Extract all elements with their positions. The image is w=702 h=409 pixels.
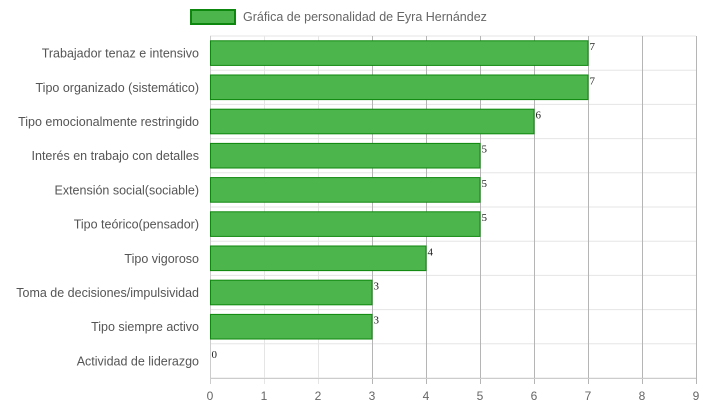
data-label: 6 (536, 110, 542, 122)
category-label: Trabajador tenaz e intensivo (42, 47, 199, 61)
value-labels: 7 7 6 5 5 5 4 3 3 0 (212, 41, 596, 361)
bar[interactable] (210, 40, 589, 66)
data-label: 7 (590, 75, 596, 87)
data-label: 4 (428, 246, 434, 258)
x-tick-label: 8 (639, 389, 646, 403)
category-label: Tipo vigoroso (124, 252, 199, 266)
legend[interactable]: Gráfica de personalidad de Eyra Hernánde… (190, 9, 487, 25)
x-tick-label: 0 (207, 389, 214, 403)
bar[interactable] (210, 74, 589, 101)
x-tick-label: 9 (693, 389, 700, 403)
bar[interactable] (210, 142, 481, 169)
data-label: 5 (482, 212, 488, 224)
bar[interactable] (210, 211, 481, 237)
category-labels: Trabajador tenaz e intensivo Tipo organiz… (16, 47, 199, 369)
category-label: Tipo organizado (sistemático) (36, 81, 200, 95)
x-tick-label: 2 (315, 389, 322, 403)
category-label: Tipo siempre activo (91, 320, 199, 334)
bar[interactable] (210, 177, 481, 203)
data-label: 3 (374, 281, 380, 293)
x-tick-label: 4 (423, 389, 430, 403)
bar[interactable] (210, 313, 373, 340)
category-label: Toma de decisiones/impulsividad (16, 286, 199, 300)
category-label: Extensión social(sociable) (54, 183, 199, 197)
data-label: 0 (212, 349, 218, 361)
x-tick-label: 7 (585, 389, 592, 403)
data-label: 5 (482, 144, 488, 156)
x-axis-tick-labels: 0 1 2 3 4 5 6 7 8 9 (207, 389, 700, 403)
data-label: 7 (590, 41, 596, 53)
x-tick-label: 6 (531, 389, 538, 403)
bar[interactable] (210, 245, 427, 272)
x-tick-label: 5 (477, 389, 484, 403)
bar[interactable] (210, 279, 373, 306)
bars (210, 40, 589, 340)
legend-label: Gráfica de personalidad de Eyra Hernánde… (243, 10, 487, 24)
bar[interactable] (210, 108, 535, 135)
legend-swatch (190, 9, 236, 25)
data-label: 5 (482, 178, 488, 190)
category-label: Tipo teórico(pensador) (74, 218, 199, 232)
x-tick-label: 1 (261, 389, 268, 403)
category-label: Interés en trabajo con detalles (32, 149, 199, 163)
category-label: Actividad de liderazgo (77, 354, 199, 368)
data-label: 3 (374, 315, 380, 327)
category-label: Tipo emocionalmente restringido (18, 115, 199, 129)
x-tick-label: 3 (369, 389, 376, 403)
